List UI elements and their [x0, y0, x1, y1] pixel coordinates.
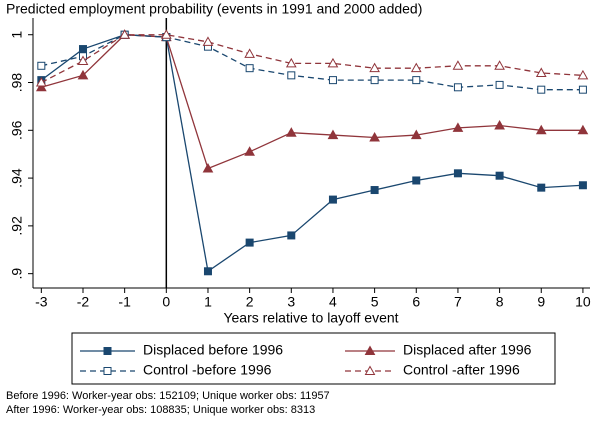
- y-tick-label: .94: [9, 168, 25, 188]
- marker: [369, 131, 380, 142]
- marker: [328, 76, 337, 85]
- x-tick-label: 8: [496, 294, 504, 310]
- marker: [78, 45, 87, 54]
- marker: [410, 62, 422, 73]
- legend-label: Displaced before 1996: [143, 342, 283, 358]
- note: After 1996: Worker-year obs: 108835; Uni…: [6, 404, 315, 416]
- series-line: [41, 34, 583, 170]
- x-tick-label: -2: [77, 294, 90, 310]
- legend-box: [71, 332, 556, 385]
- marker: [578, 85, 587, 94]
- x-tick-label: 5: [371, 294, 379, 310]
- marker: [578, 181, 587, 190]
- series-line: [41, 34, 583, 91]
- marker: [369, 62, 380, 73]
- marker: [244, 146, 255, 156]
- x-tick-label: 6: [412, 294, 420, 310]
- x-tick-label: 7: [454, 294, 462, 310]
- x-tick-label: 9: [537, 294, 545, 310]
- marker: [77, 69, 89, 80]
- marker: [453, 83, 462, 92]
- marker: [452, 122, 464, 132]
- note: Before 1996: Worker-year obs: 152109; Un…: [6, 390, 330, 402]
- x-tick-label: 10: [575, 294, 591, 310]
- marker: [77, 55, 89, 66]
- marker: [37, 61, 46, 70]
- y-tick-label: .92: [9, 216, 25, 236]
- marker: [537, 183, 546, 192]
- legend-marker: [103, 367, 112, 375]
- marker: [412, 176, 421, 185]
- series-line: [40, 34, 583, 273]
- marker: [203, 267, 212, 276]
- y-tick-label: .9: [9, 268, 25, 280]
- marker: [535, 124, 547, 135]
- marker: [160, 29, 172, 39]
- marker: [244, 48, 255, 58]
- x-tick-label: -3: [35, 294, 48, 310]
- marker: [452, 60, 464, 70]
- marker: [245, 64, 254, 73]
- legend-label: Displaced after 1996: [403, 342, 532, 358]
- marker: [119, 29, 131, 39]
- legend-marker: [364, 365, 376, 375]
- marker: [494, 120, 505, 130]
- marker: [327, 129, 339, 140]
- marker: [494, 60, 505, 70]
- marker: [495, 80, 504, 89]
- marker: [35, 81, 47, 92]
- marker: [495, 171, 504, 180]
- marker: [535, 67, 547, 77]
- chart-title: Predicted employment probability (events…: [6, 1, 422, 17]
- y-tick-label: .96: [9, 120, 25, 140]
- marker: [287, 71, 296, 80]
- y-tick-label: .98: [9, 73, 25, 93]
- marker: [453, 169, 462, 178]
- legend-marker: [364, 345, 376, 355]
- x-tick-label: 4: [329, 294, 337, 310]
- x-axis-label: Years relative to layoff event: [223, 310, 398, 326]
- marker: [412, 76, 421, 85]
- marker: [577, 69, 589, 80]
- marker: [202, 36, 214, 46]
- x-tick-label: -1: [118, 294, 131, 310]
- x-tick-label: 3: [287, 294, 295, 310]
- marker: [287, 231, 296, 240]
- x-tick-label: 1: [204, 294, 212, 310]
- marker: [410, 129, 422, 140]
- marker: [285, 127, 297, 137]
- legend-label: Control -after 1996: [403, 362, 520, 378]
- marker: [327, 57, 339, 68]
- marker: [537, 85, 546, 94]
- marker: [245, 238, 254, 247]
- legend-label: Control -before 1996: [143, 362, 272, 378]
- marker: [370, 186, 379, 195]
- legend-marker: [103, 347, 112, 355]
- marker: [202, 163, 214, 173]
- marker: [285, 57, 297, 68]
- x-tick-label: 2: [246, 294, 254, 310]
- marker: [328, 195, 337, 204]
- x-tick-label: 0: [162, 294, 170, 310]
- y-tick-label: 1: [9, 31, 25, 39]
- marker: [577, 124, 589, 135]
- series-line: [41, 34, 583, 84]
- marker: [370, 76, 379, 85]
- marker: [35, 76, 47, 87]
